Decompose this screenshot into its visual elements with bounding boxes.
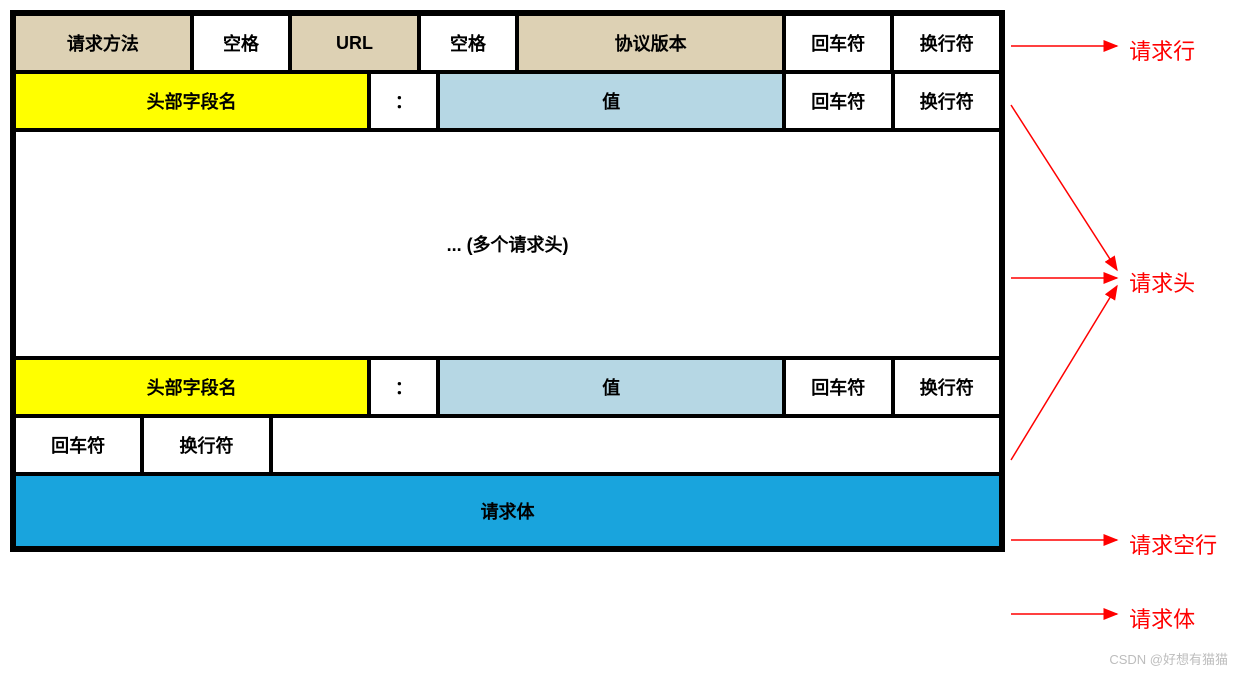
cell-cr-2: 回车符 (784, 72, 893, 130)
anno-request-headers: 请求头 (1129, 266, 1195, 298)
cell-header-name-2: 头部字段名 (14, 358, 369, 416)
cell-space-2: 空格 (419, 14, 518, 72)
cell-lf-3: 换行符 (893, 358, 1002, 416)
header-row-last: 头部字段名 ： 值 回车符 换行符 (14, 358, 1001, 416)
diagram-wrapper: 请求方法 空格 URL 空格 协议版本 回车符 换行符 头部字段名 ： 值 回车… (10, 10, 1234, 670)
cell-request-body: 请求体 (14, 474, 1001, 548)
cell-lf-1: 换行符 (892, 14, 1001, 72)
request-body-row: 请求体 (14, 474, 1001, 548)
cell-lf-4: 换行符 (142, 416, 270, 474)
watermark-text: CSDN @好想有猫猫 (1109, 649, 1228, 668)
http-request-structure-diagram: 请求方法 空格 URL 空格 协议版本 回车符 换行符 头部字段名 ： 值 回车… (10, 10, 1005, 552)
cell-protocol-version: 协议版本 (517, 14, 784, 72)
cell-lf-2: 换行符 (893, 72, 1002, 130)
cell-request-method: 请求方法 (14, 14, 192, 72)
cell-empty-remainder (271, 416, 1001, 474)
request-line-row: 请求方法 空格 URL 空格 协议版本 回车符 换行符 (14, 14, 1001, 72)
cell-cr-3: 回车符 (784, 358, 893, 416)
cell-url: URL (290, 14, 418, 72)
cell-header-value-2: 值 (438, 358, 783, 416)
anno-request-body: 请求体 (1129, 602, 1195, 634)
cell-colon-1: ： (369, 72, 438, 130)
multiple-headers-row: ... (多个请求头) (14, 130, 1001, 358)
cell-colon-2: ： (369, 358, 438, 416)
arrows-svg (1005, 10, 1235, 670)
cell-header-name-1: 头部字段名 (14, 72, 369, 130)
anno-request-line: 请求行 (1129, 34, 1195, 66)
cell-header-value-1: 值 (438, 72, 783, 130)
annotations-column: 请求行 请求头 请求空行 请求体 CSDN @好想有猫猫 (1005, 10, 1234, 670)
empty-line-row: 回车符 换行符 (14, 416, 1001, 474)
cell-cr-1: 回车符 (784, 14, 893, 72)
anno-empty-line: 请求空行 (1129, 528, 1217, 560)
cell-cr-4: 回车符 (14, 416, 142, 474)
cell-space-1: 空格 (192, 14, 291, 72)
header-row-first: 头部字段名 ： 值 回车符 换行符 (14, 72, 1001, 130)
